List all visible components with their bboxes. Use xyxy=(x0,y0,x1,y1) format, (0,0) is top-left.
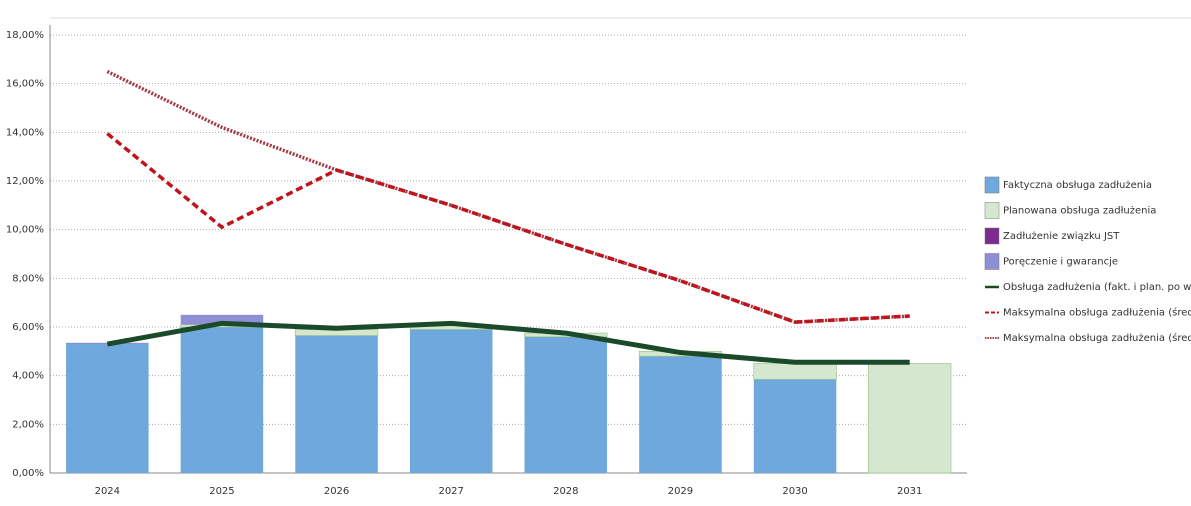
bar-segment xyxy=(868,363,952,474)
x-tick-label: 2029 xyxy=(668,486,693,497)
bar-segment xyxy=(524,336,608,473)
bar-segment xyxy=(753,363,837,380)
legend-label: Obsługa zadłużenia (fakt. i plan. po wył… xyxy=(1003,282,1191,293)
x-tick-label: 2028 xyxy=(553,486,578,497)
legend-label: Zadłużenie związku JST xyxy=(1003,231,1120,242)
legend-swatch xyxy=(984,202,1000,219)
legend-swatch xyxy=(984,253,1000,270)
y-tick-label: 10,00% xyxy=(6,225,44,236)
legend-label: Maksymalna obsługa zadłużenia (średnia 3… xyxy=(1003,307,1191,319)
line-series xyxy=(106,69,910,324)
y-tick-label: 2,00% xyxy=(12,419,44,430)
y-tick-label: 18,00% xyxy=(6,30,44,41)
y-tick-label: 12,00% xyxy=(6,176,44,187)
x-tick-label: 2030 xyxy=(782,486,807,497)
y-tick-label: 14,00% xyxy=(6,127,44,138)
x-tick-label: 2026 xyxy=(324,486,349,497)
line-series xyxy=(106,320,910,365)
bar-segment xyxy=(180,327,264,473)
y-tick-label: 0,00% xyxy=(12,468,44,479)
x-tick-label: 2031 xyxy=(897,486,922,497)
bar-segment xyxy=(753,379,837,473)
x-tick-label: 2025 xyxy=(209,486,234,497)
line-series xyxy=(106,132,910,324)
legend-label: Planowana obsługa zadłużenia xyxy=(1003,206,1156,217)
x-tick-label: 2024 xyxy=(95,486,120,497)
bar-segment xyxy=(639,356,722,473)
legend-label: Faktyczna obsługa zadłużenia xyxy=(1003,180,1152,191)
y-tick-label: 4,00% xyxy=(12,371,44,382)
legend-swatch xyxy=(984,176,1000,194)
bar-segment xyxy=(409,329,493,473)
bar-segment xyxy=(66,344,149,473)
y-tick-label: 6,00% xyxy=(12,322,44,333)
legend-label: Poręczenie i gwarancje xyxy=(1003,257,1118,268)
bar-segment xyxy=(295,335,378,473)
bar-segment xyxy=(180,314,264,325)
y-tick-label: 16,00% xyxy=(6,79,44,90)
y-tick-label: 8,00% xyxy=(12,273,44,284)
x-tick-label: 2027 xyxy=(438,486,463,497)
legend-swatch xyxy=(984,227,1000,245)
legend-label: Maksymalna obsługa zadłużenia (średnia 7… xyxy=(1003,332,1191,344)
